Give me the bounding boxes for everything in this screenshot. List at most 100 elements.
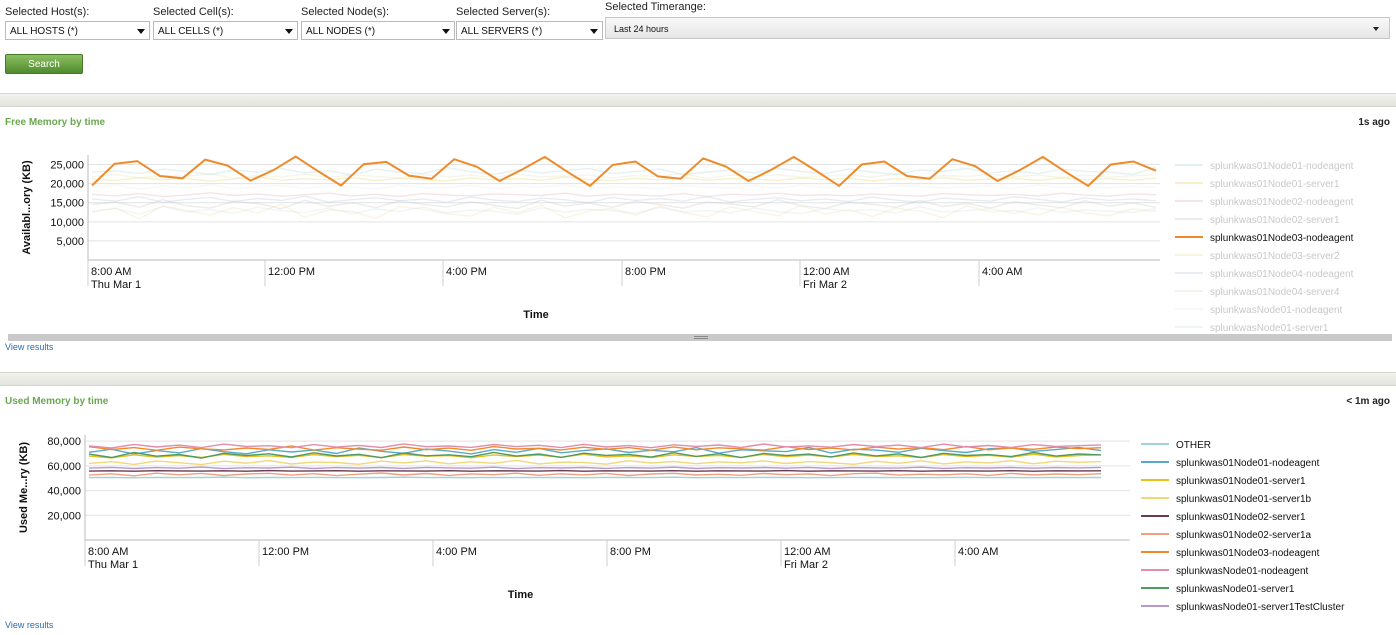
- x-tick-label: 12:00 AM: [803, 266, 849, 278]
- host-select-value: ALL HOSTS (*): [10, 26, 78, 37]
- host-select[interactable]: ALL HOSTS (*): [5, 21, 150, 40]
- server-filter-label: Selected Server(s):: [456, 6, 551, 18]
- node-filter-label: Selected Node(s):: [301, 6, 390, 18]
- legend-item: splunkwas01Node01-server1: [1210, 179, 1340, 190]
- x-axis-title: Time: [508, 589, 533, 601]
- series-line: [91, 198, 1157, 210]
- server-select[interactable]: ALL SERVERS (*): [456, 21, 603, 40]
- legend-item: splunkwas01Node01-server1: [1176, 476, 1306, 487]
- series-line: [91, 192, 1157, 198]
- timerange-select-value: Last 24 hours: [614, 24, 669, 34]
- series-line: [88, 472, 1102, 477]
- free-memory-chart: 25,000 20,000 15,000 10,000 5,000 8:00 AMThu …: [21, 155, 1354, 334]
- node-select[interactable]: ALL NODES (*): [301, 21, 455, 40]
- legend-item: splunkwas01Node02-nodeagent: [1210, 197, 1354, 208]
- y-tick-label: 25,000: [50, 160, 84, 172]
- y-tick-label: 10,000: [50, 217, 84, 229]
- panel-divider: [0, 372, 1396, 386]
- legend-item: splunkwas01Node02-server1a: [1176, 530, 1312, 541]
- used-memory-updated-time: < 1m ago: [1346, 396, 1390, 407]
- series-line: [91, 195, 1157, 204]
- chevron-down-icon: [285, 29, 293, 34]
- series-line: [91, 166, 1157, 176]
- host-filter-label: Selected Host(s):: [5, 6, 90, 18]
- x-tick-label: 4:00 PM: [436, 546, 477, 558]
- legend-item: splunkwasNode01-nodeagent: [1176, 566, 1309, 577]
- legend-item: splunkwas01Node04-nodeagent: [1210, 269, 1354, 280]
- view-results-link[interactable]: View results: [5, 620, 54, 630]
- chart-resize-handle[interactable]: [8, 334, 1392, 341]
- y-tick-label: 15,000: [50, 198, 84, 210]
- series-line: [88, 469, 1102, 472]
- series-line: [88, 446, 1102, 455]
- legend-item: splunkwas01Node03-server2: [1210, 251, 1340, 262]
- series-line: [88, 451, 1102, 459]
- series-line: [88, 466, 1102, 470]
- view-results-link[interactable]: View results: [5, 342, 54, 352]
- free-memory-panel-title: Free Memory by time: [5, 117, 106, 128]
- legend-item: splunkwas01Node02-server1: [1210, 215, 1340, 226]
- timerange-filter-label: Selected Timerange:: [605, 1, 706, 13]
- x-tick-label: 4:00 AM: [958, 546, 998, 558]
- legend-item: splunkwas01Node04-server4: [1210, 287, 1340, 298]
- x-tick-label: 4:00 PM: [446, 266, 487, 278]
- y-tick-label: 5,000: [56, 236, 84, 248]
- y-tick-label: 20,000: [50, 179, 84, 191]
- legend-item: splunkwasNode01-server1TestCluster: [1176, 602, 1345, 613]
- x-tick-label: 8:00 PM: [625, 266, 666, 278]
- cell-filter-label: Selected Cell(s):: [153, 6, 234, 18]
- x-axis-title: Time: [523, 309, 548, 321]
- series-line: [91, 155, 1157, 188]
- y-tick-label: 80,000: [47, 436, 81, 448]
- legend-item: splunkwas01Node01-nodeagent: [1176, 458, 1320, 469]
- series-line: [91, 172, 1157, 180]
- x-tick-label: 8:00 PM: [610, 546, 651, 558]
- legend-item: OTHER: [1176, 440, 1211, 451]
- cell-select[interactable]: ALL CELLS (*): [153, 21, 298, 40]
- legend-item: splunkwas01Node03-nodeagent: [1176, 548, 1320, 559]
- x-tick-date-label: Fri Mar 2: [784, 559, 828, 571]
- plot-area: [85, 435, 1130, 540]
- y-tick-label: 40,000: [47, 486, 81, 498]
- search-button[interactable]: Search: [5, 54, 83, 74]
- server-select-value: ALL SERVERS (*): [461, 26, 543, 37]
- x-tick-label: 8:00 AM: [91, 266, 131, 278]
- chevron-down-icon: [1373, 27, 1379, 31]
- x-tick-label: 8:00 AM: [88, 546, 128, 558]
- y-tick-label: 60,000: [47, 461, 81, 473]
- x-tick-label: 4:00 AM: [982, 266, 1022, 278]
- legend-item: splunkwas01Node01-server1b: [1176, 494, 1312, 505]
- chevron-down-icon: [442, 29, 450, 34]
- x-tick-date-label: Thu Mar 1: [88, 559, 138, 571]
- x-tick-label: 12:00 PM: [262, 546, 309, 558]
- legend-item: splunkwas01Node02-server1: [1176, 512, 1306, 523]
- node-select-value: ALL NODES (*): [306, 26, 376, 37]
- series-line: [88, 443, 1102, 449]
- legend-item: splunkwasNode01-server1: [1176, 584, 1295, 595]
- series-line: [88, 445, 1102, 452]
- chevron-down-icon: [590, 29, 598, 34]
- y-axis-title: Used Me...ry (KB): [18, 442, 30, 533]
- series-line: [91, 176, 1157, 183]
- x-tick-date-label: Fri Mar 2: [803, 279, 847, 291]
- legend-item: splunkwasNode01-nodeagent: [1210, 305, 1343, 316]
- series-line: [91, 205, 1157, 215]
- free-memory-updated-time: 1s ago: [1358, 117, 1390, 128]
- legend-item: splunkwas01Node03-nodeagent: [1210, 233, 1354, 244]
- x-tick-date-label: Thu Mar 1: [91, 279, 141, 291]
- y-axis-title: Availabl...ory (KB): [21, 160, 33, 255]
- legend-item: splunkwasNode01-server1: [1210, 323, 1329, 334]
- timerange-select[interactable]: Last 24 hours: [605, 17, 1390, 39]
- series-line: [88, 459, 1102, 466]
- series-line: [91, 203, 1157, 220]
- series-line: [91, 184, 1157, 190]
- chevron-down-icon: [137, 29, 145, 34]
- cell-select-value: ALL CELLS (*): [158, 26, 224, 37]
- y-tick-label: 20,000: [47, 510, 81, 522]
- panel-divider: [0, 93, 1396, 107]
- used-memory-panel-title: Used Memory by time: [5, 396, 109, 407]
- x-tick-label: 12:00 PM: [268, 266, 315, 278]
- x-tick-label: 12:00 AM: [784, 546, 830, 558]
- legend-item: splunkwas01Node01-nodeagent: [1210, 161, 1354, 172]
